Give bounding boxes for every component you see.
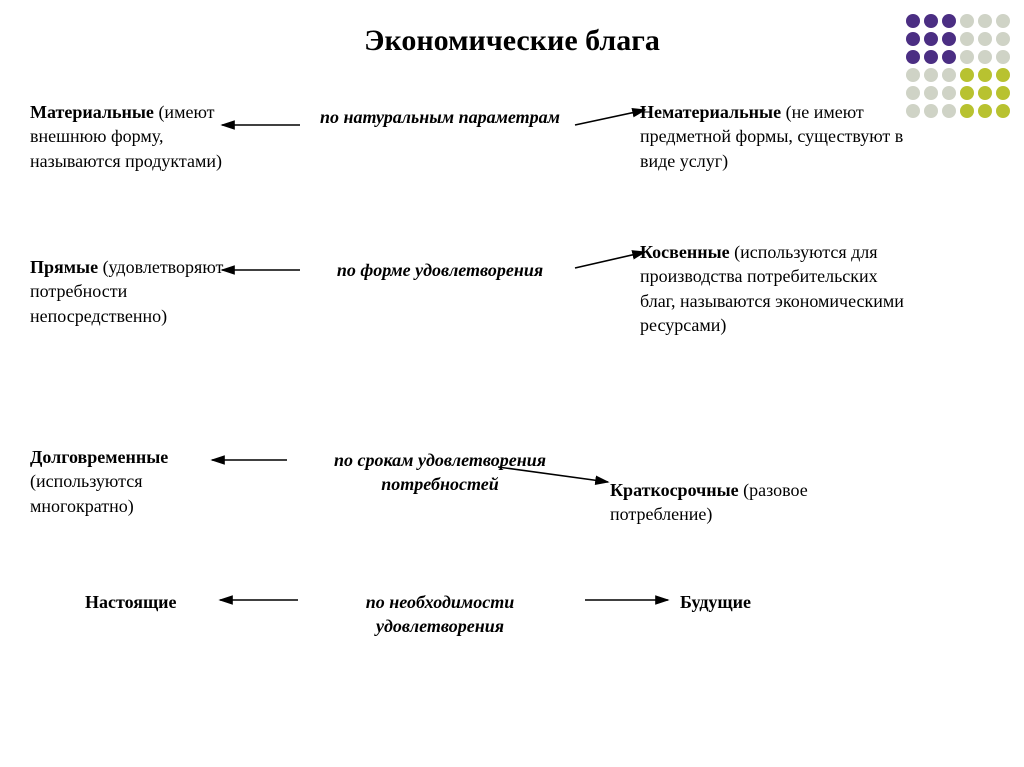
decor-dot xyxy=(942,14,956,28)
decor-dot xyxy=(996,14,1010,28)
decor-dot xyxy=(942,86,956,100)
decor-dot xyxy=(978,86,992,100)
decor-dot xyxy=(978,68,992,82)
decor-dot xyxy=(906,86,920,100)
row1-right-bold: Нематериальные xyxy=(640,102,781,122)
row2-left: Прямые (удовлетворяют потребности непоср… xyxy=(30,255,245,328)
decor-dot xyxy=(978,104,992,118)
row4-left-bold: Настоящие xyxy=(85,592,177,612)
row4-left: Настоящие xyxy=(85,590,265,614)
arrow-r2-right xyxy=(575,252,645,268)
decor-dot xyxy=(960,14,974,28)
decor-dot xyxy=(942,104,956,118)
decor-dot xyxy=(924,68,938,82)
row4-right-bold: Будущие xyxy=(680,592,751,612)
decor-dot xyxy=(942,50,956,64)
decor-dot xyxy=(906,104,920,118)
corner-dot-grid xyxy=(904,12,1012,120)
decor-dot xyxy=(960,104,974,118)
row4-right: Будущие xyxy=(680,590,880,614)
decor-dot xyxy=(996,68,1010,82)
decor-dot xyxy=(924,32,938,46)
row2-left-bold: Прямые xyxy=(30,257,98,277)
row3-left: Долговременные (используются многократно… xyxy=(30,445,245,518)
arrow-r1-right xyxy=(575,110,645,125)
decor-dot xyxy=(996,32,1010,46)
decor-dot xyxy=(978,50,992,64)
decor-dot xyxy=(978,14,992,28)
row4-center: по необходимости удовлетворения xyxy=(305,590,575,639)
decor-dot xyxy=(960,32,974,46)
row1-right: Нематериальные (не имеют предметной форм… xyxy=(640,100,905,173)
row1-left-bold: Материальные xyxy=(30,102,154,122)
page-title: Экономические блага xyxy=(0,24,1024,58)
decor-dot xyxy=(996,86,1010,100)
decor-dot xyxy=(906,68,920,82)
row2-center: по форме удовлетворения xyxy=(305,258,575,282)
row1-left: Материальные (имеют внешнюю форму, назыв… xyxy=(30,100,245,173)
decor-dot xyxy=(960,50,974,64)
decor-dot xyxy=(996,104,1010,118)
decor-dot xyxy=(942,32,956,46)
decor-dot xyxy=(996,50,1010,64)
decor-dot xyxy=(960,68,974,82)
row3-right: Краткосрочные (разовое потребление) xyxy=(610,478,900,527)
decor-dot xyxy=(906,50,920,64)
row3-left-bold: Долговременные xyxy=(30,447,168,467)
row1-center: по натуральным параметрам xyxy=(305,105,575,129)
row2-right: Косвенные (используются для производства… xyxy=(640,240,905,337)
decor-dot xyxy=(924,14,938,28)
decor-dot xyxy=(924,104,938,118)
decor-dot xyxy=(906,14,920,28)
decor-dot xyxy=(978,32,992,46)
row3-center: по срокам удовлетворения потребностей xyxy=(290,448,590,497)
decor-dot xyxy=(924,86,938,100)
row3-left-rest: (используются многократно) xyxy=(30,471,143,515)
decor-dot xyxy=(960,86,974,100)
decor-dot xyxy=(924,50,938,64)
decor-dot xyxy=(942,68,956,82)
decor-dot xyxy=(906,32,920,46)
row3-right-bold: Краткосрочные xyxy=(610,480,739,500)
row2-right-bold: Косвенные xyxy=(640,242,730,262)
